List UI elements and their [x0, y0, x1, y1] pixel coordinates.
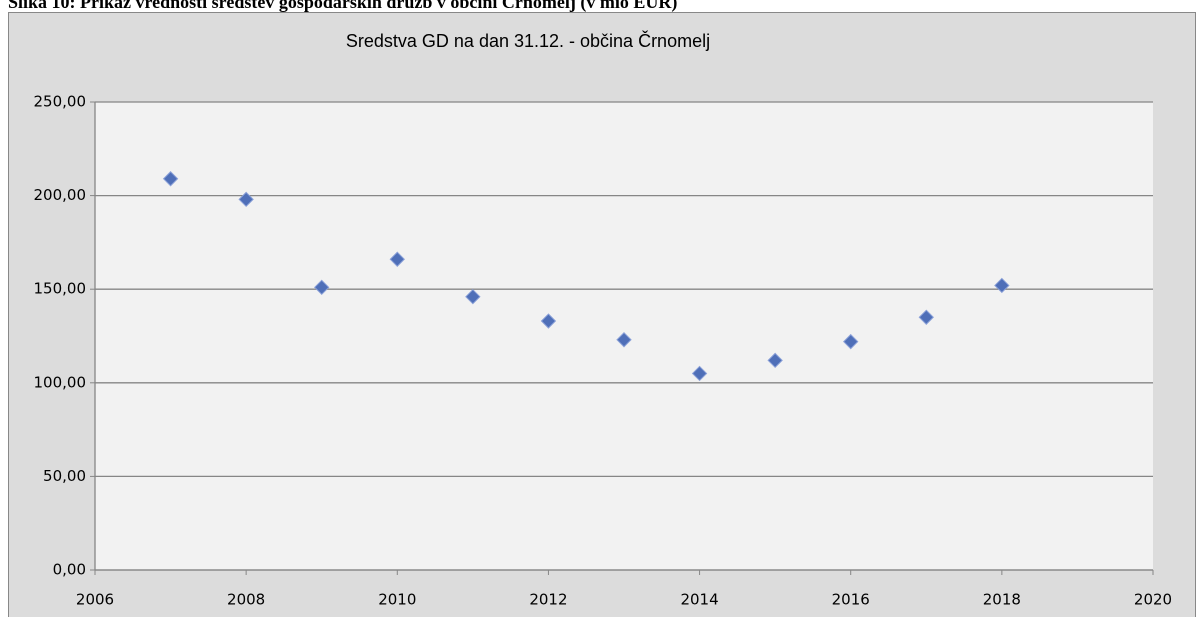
x-tick-label: 2012 — [529, 591, 567, 609]
x-tick-label: 2006 — [76, 591, 114, 609]
point — [691, 365, 708, 382]
x-tick-label: 2014 — [680, 591, 718, 609]
y-tick-label: 150,00 — [34, 280, 87, 298]
y-tick-label: 250,00 — [34, 93, 87, 111]
y-tick-label: 50,00 — [43, 467, 86, 485]
x-tick-label: 2020 — [1134, 591, 1172, 609]
point — [994, 277, 1010, 294]
point — [616, 332, 632, 348]
y-tick-label: 100,00 — [34, 373, 87, 391]
point — [389, 251, 405, 267]
chart-title: Sredstva GD na dan 31.12. - občina Črnom… — [346, 30, 710, 51]
caption: Slika 10: Prikaz vrednosti sredstev gosp… — [8, 0, 677, 13]
point — [540, 313, 557, 329]
point — [314, 279, 330, 296]
point — [465, 288, 481, 305]
x-tick-label: 2008 — [227, 591, 265, 609]
x-tick-label: 2016 — [832, 591, 870, 609]
y-tick-label: 200,00 — [34, 186, 87, 204]
y-tick-label: 0,00 — [53, 561, 86, 579]
point — [843, 333, 859, 350]
x-tick-label: 2018 — [983, 591, 1021, 609]
point — [238, 191, 254, 208]
point — [918, 309, 934, 325]
x-tick-label: 2010 — [378, 591, 416, 609]
point — [162, 171, 179, 187]
point — [767, 352, 783, 369]
